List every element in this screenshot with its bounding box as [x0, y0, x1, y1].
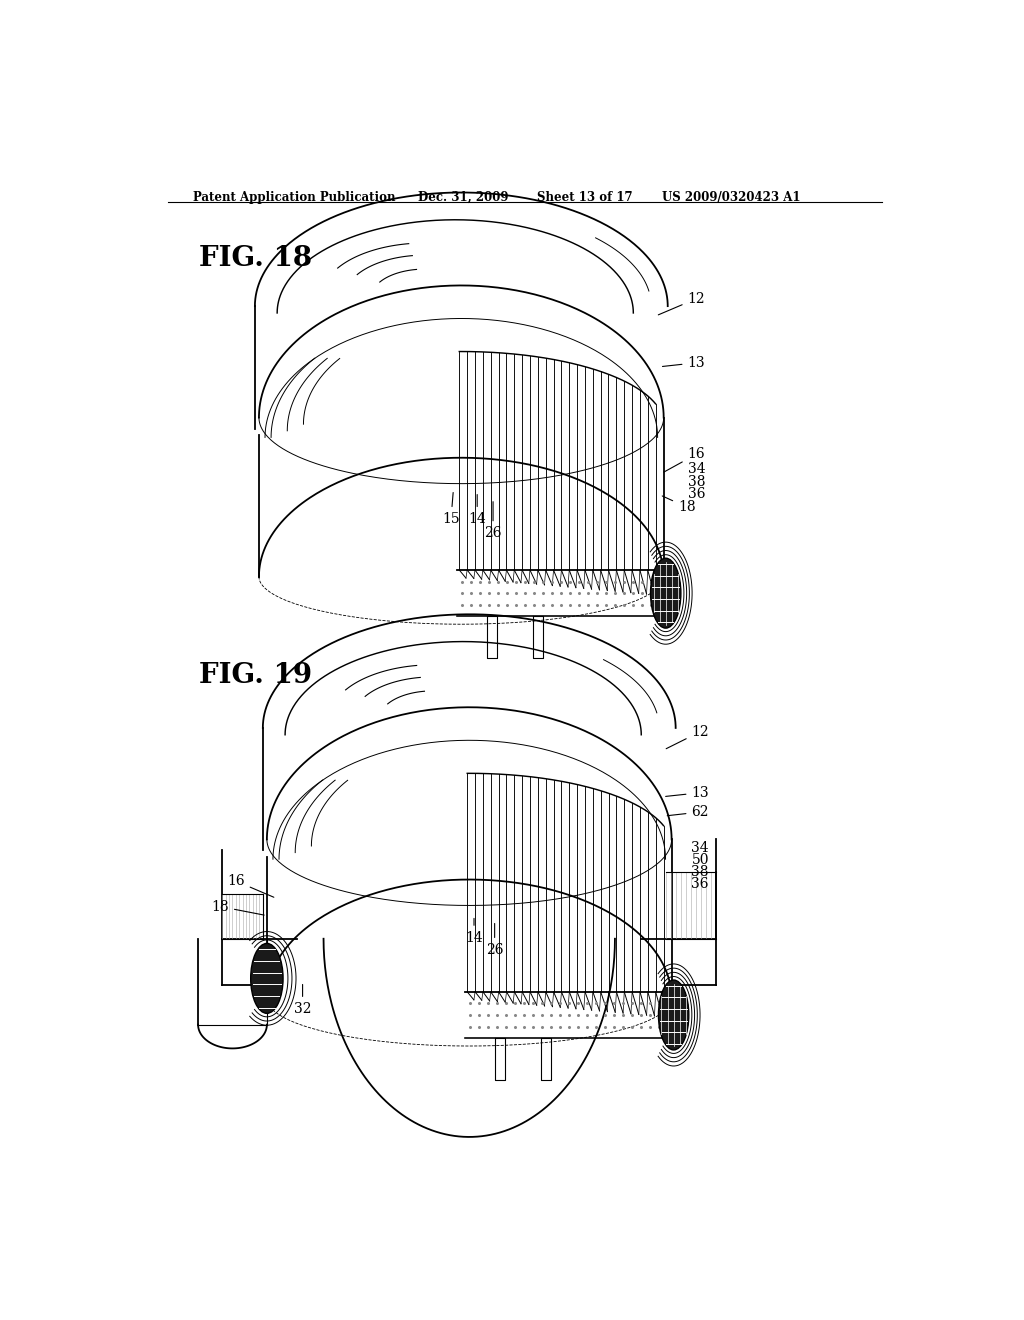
Text: 16: 16: [664, 447, 706, 473]
Ellipse shape: [251, 944, 283, 1014]
Text: 36: 36: [688, 487, 706, 500]
Text: 34: 34: [691, 841, 709, 854]
Text: 36: 36: [691, 878, 709, 891]
Text: Dec. 31, 2009: Dec. 31, 2009: [418, 191, 508, 203]
Text: Sheet 13 of 17: Sheet 13 of 17: [537, 191, 633, 203]
Text: FIG. 19: FIG. 19: [200, 661, 312, 689]
Text: 15: 15: [442, 492, 460, 527]
Text: 13: 13: [663, 356, 706, 370]
Text: 38: 38: [691, 865, 709, 879]
Text: 12: 12: [667, 725, 709, 748]
Text: 34: 34: [688, 462, 706, 477]
Text: 18: 18: [211, 899, 264, 915]
Text: 12: 12: [658, 292, 706, 315]
Ellipse shape: [650, 558, 681, 628]
Text: 14: 14: [468, 495, 486, 527]
Ellipse shape: [658, 979, 689, 1049]
Text: 13: 13: [666, 785, 709, 800]
Text: 50: 50: [691, 853, 709, 867]
Text: FIG. 18: FIG. 18: [200, 244, 312, 272]
Text: US 2009/0320423 A1: US 2009/0320423 A1: [663, 191, 801, 203]
Text: 26: 26: [486, 924, 504, 957]
Text: 26: 26: [484, 502, 502, 540]
Text: 16: 16: [227, 874, 273, 898]
Text: 14: 14: [465, 919, 483, 945]
Text: 38: 38: [688, 475, 706, 488]
Text: 32: 32: [294, 985, 311, 1016]
Text: 18: 18: [663, 496, 695, 513]
Text: 62: 62: [668, 805, 709, 818]
Text: Patent Application Publication: Patent Application Publication: [194, 191, 395, 203]
